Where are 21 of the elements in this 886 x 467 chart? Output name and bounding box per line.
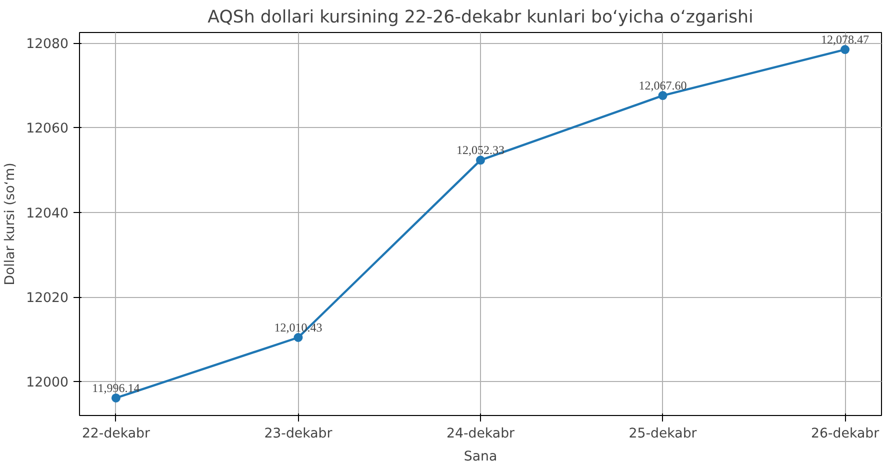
point <box>840 45 850 54</box>
y-tick-label: 12080 <box>26 37 69 52</box>
chart-title: AQSh dollari kursining 22-26-dekabr kunlari bo‘yicha o‘zgarishi <box>208 8 754 28</box>
data-label: 11,996.14 <box>92 380 140 395</box>
x-tick-label: 22-dekabr <box>82 426 150 442</box>
x-tick-label: 26-dekabr <box>811 426 880 442</box>
x-tick-label: 24-dekabr <box>446 426 516 442</box>
point <box>658 91 668 100</box>
data-label: 12,052.33 <box>456 143 504 158</box>
point <box>294 333 303 342</box>
data-label: 12,067.60 <box>638 78 687 93</box>
y-tick-label: 12040 <box>26 206 69 222</box>
data-label: 12,078.47 <box>821 32 870 47</box>
x-tick-label: 25-dekabr <box>628 426 698 442</box>
x-tick-label: 23-dekabr <box>264 426 333 442</box>
x-axis-title: Sana <box>464 450 498 464</box>
y-tick-label: 12000 <box>26 376 69 391</box>
y-tick-label: 12020 <box>26 291 69 306</box>
point <box>476 156 485 165</box>
y-tick-label: 12060 <box>26 122 69 137</box>
y-axis-title: Dollar kursi (so‘m) <box>3 162 18 286</box>
